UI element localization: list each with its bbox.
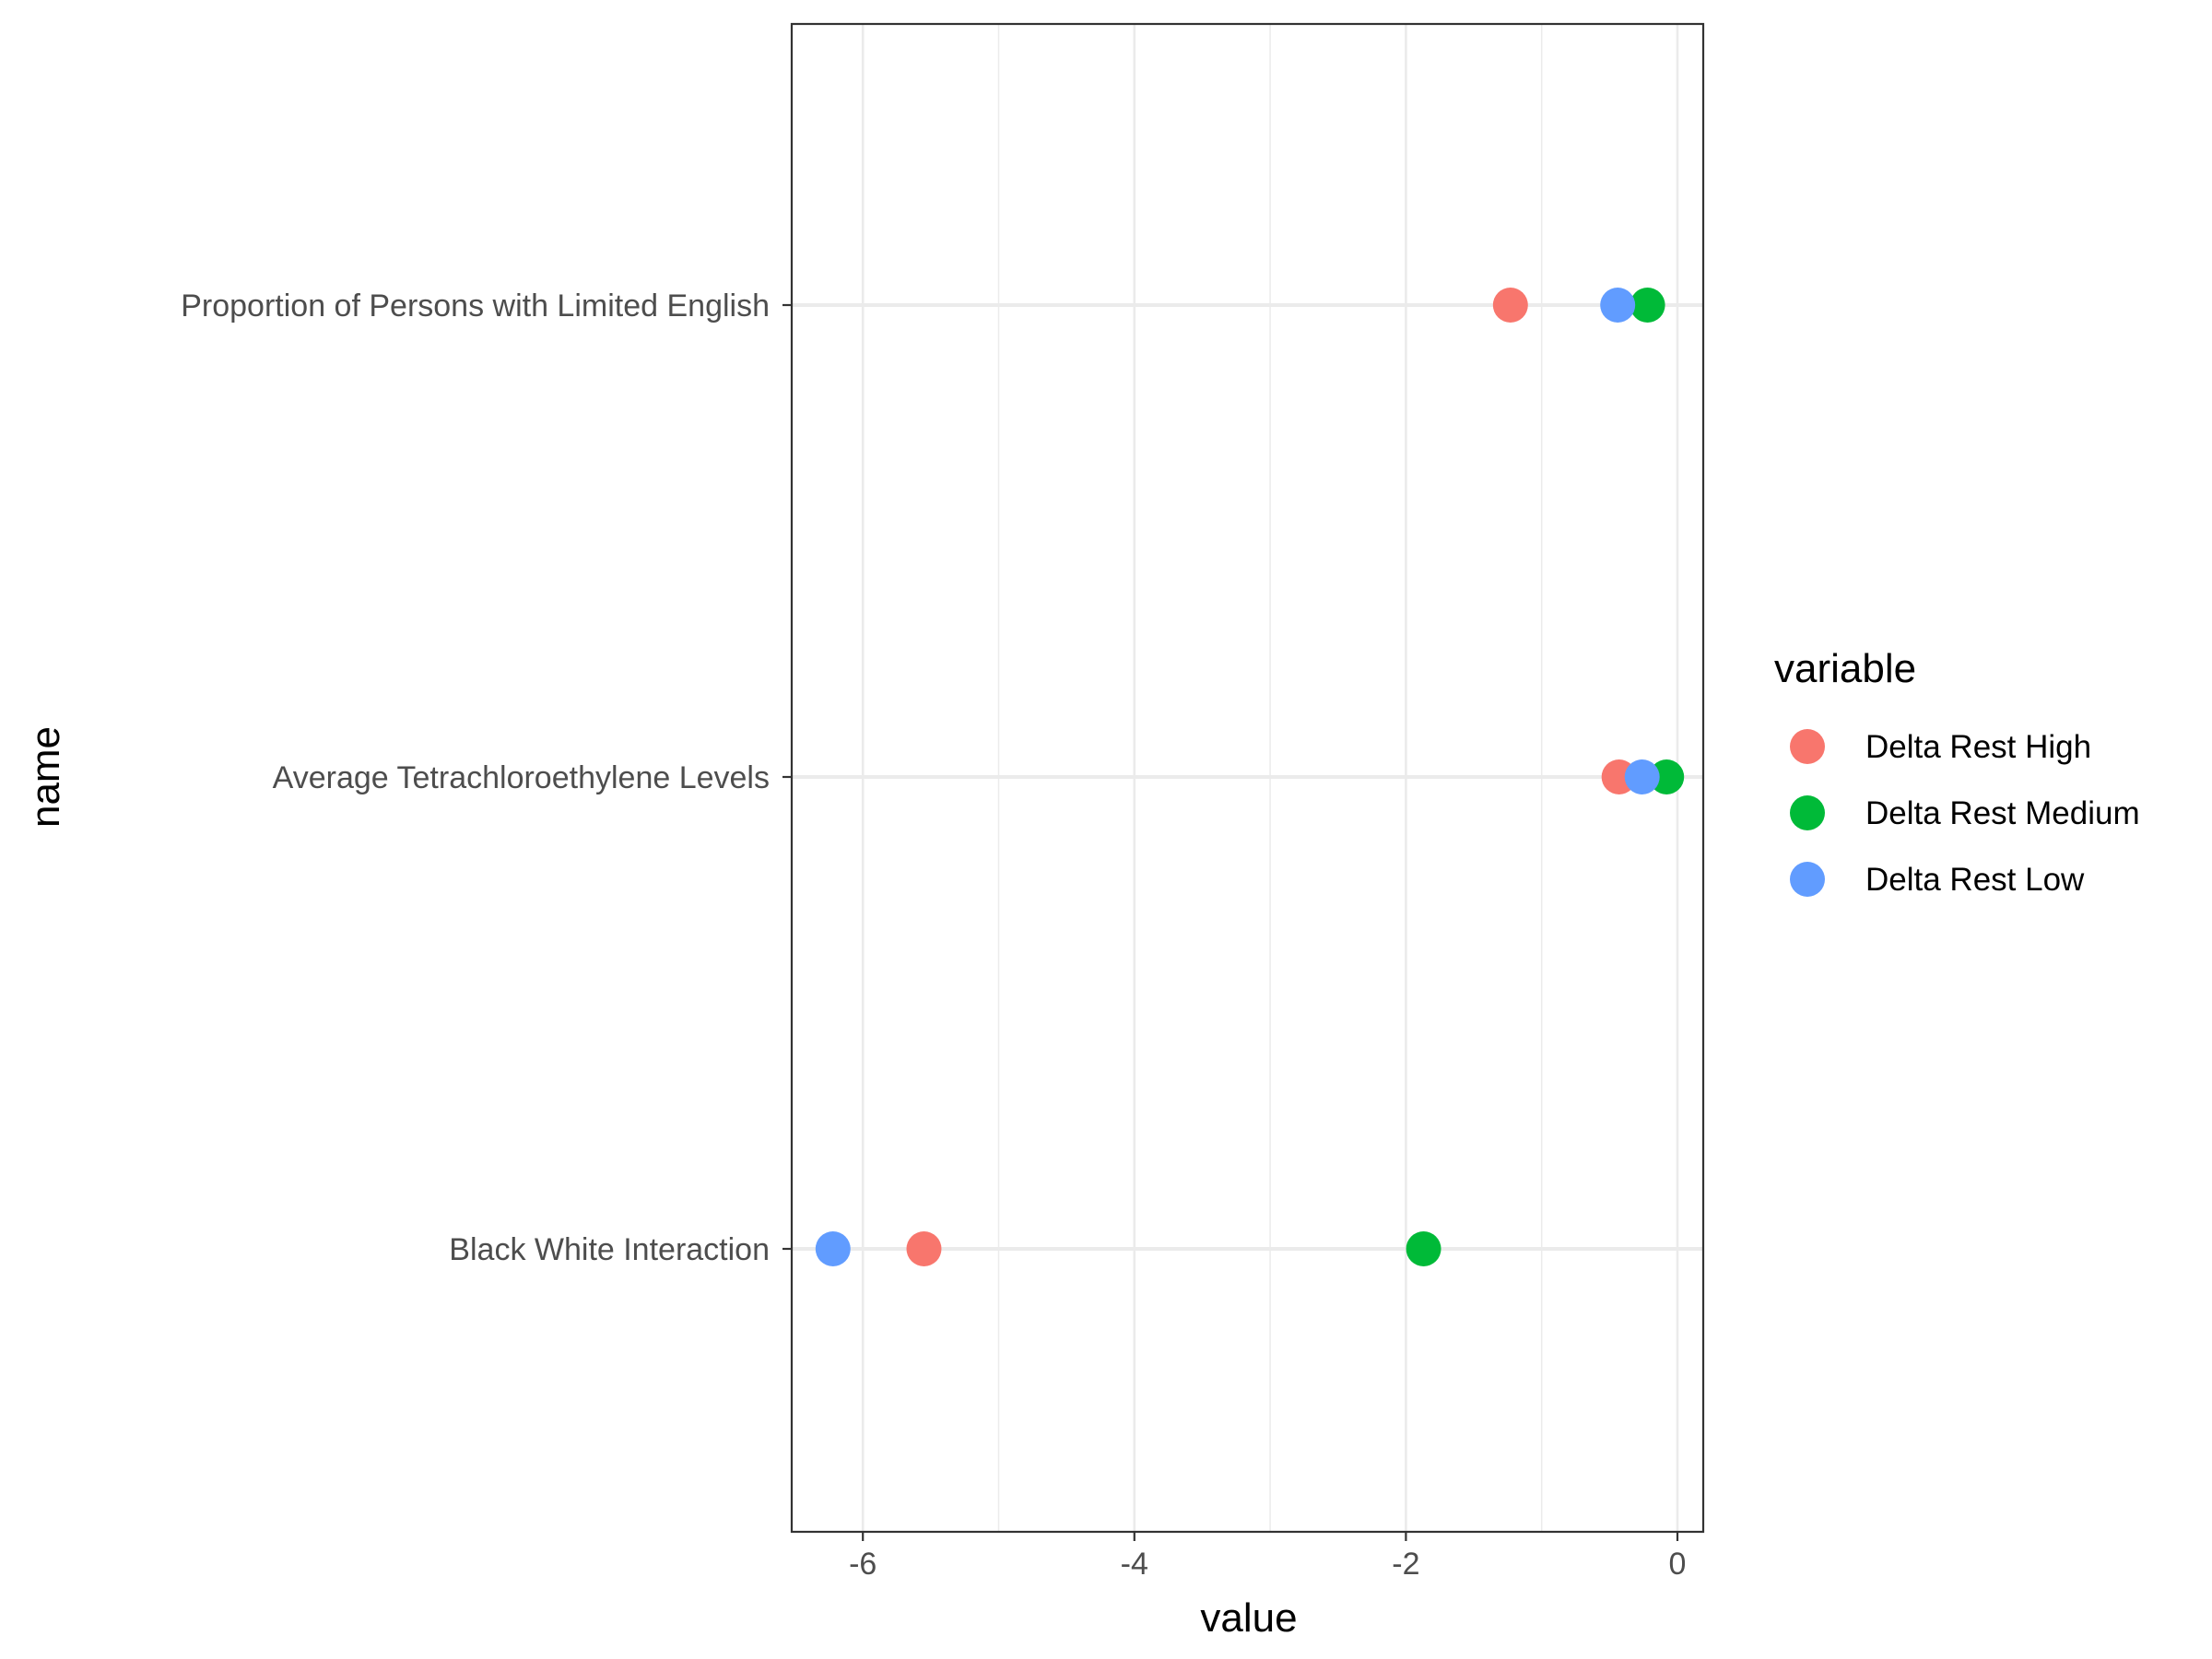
data-point bbox=[815, 1231, 851, 1266]
legend-key bbox=[1790, 795, 1825, 830]
x-tick-label: -4 bbox=[1121, 1547, 1148, 1582]
x-tick-label: -2 bbox=[1392, 1547, 1419, 1582]
legend-key bbox=[1790, 862, 1825, 897]
data-point bbox=[1600, 288, 1636, 323]
y-tick-label: Proportion of Persons with Limited Engli… bbox=[181, 288, 770, 324]
legend: variable Delta Rest High Delta Rest Mediu… bbox=[1774, 646, 2140, 898]
x-axis: -6 -4 -2 0 bbox=[849, 1532, 1686, 1582]
x-tick-label: -6 bbox=[849, 1547, 877, 1582]
data-point bbox=[906, 1231, 942, 1266]
y-tick-label: Black White Interaction bbox=[449, 1232, 770, 1267]
legend-label: Delta Rest Low bbox=[1865, 862, 2085, 898]
major-gridlines bbox=[792, 24, 1703, 1532]
legend-key bbox=[1790, 729, 1825, 764]
data-point bbox=[1406, 1231, 1441, 1266]
y-tick-label: Average Tetrachloroethylene Levels bbox=[273, 760, 770, 795]
legend-label: Delta Rest High bbox=[1865, 729, 2091, 765]
data-points bbox=[815, 288, 1685, 1266]
data-point bbox=[1630, 288, 1665, 323]
data-point bbox=[1624, 759, 1660, 794]
y-axis: Black White Interaction Average Tetrachlo… bbox=[181, 288, 792, 1267]
data-point bbox=[1492, 288, 1528, 323]
x-axis-title: value bbox=[1200, 1595, 1297, 1641]
legend-title: variable bbox=[1774, 646, 1916, 691]
y-axis-title: name bbox=[23, 726, 68, 828]
x-tick-label: 0 bbox=[1669, 1547, 1687, 1582]
data-point bbox=[1649, 759, 1685, 794]
legend-label: Delta Rest Medium bbox=[1865, 795, 2140, 831]
